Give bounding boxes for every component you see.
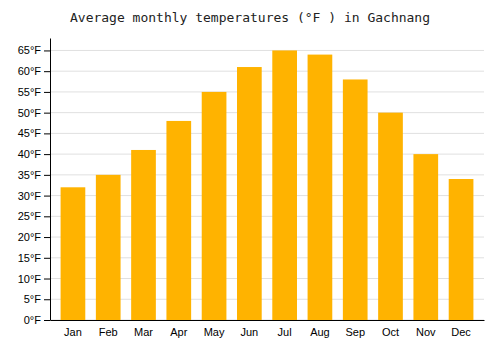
- x-tick-label: Dec: [451, 326, 471, 338]
- grid-line: [50, 112, 484, 113]
- y-tick: 35°F: [18, 169, 50, 181]
- y-tick: 50°F: [18, 107, 50, 119]
- bar: [343, 79, 368, 320]
- y-tick-mark: [44, 154, 50, 155]
- y-tick-label: 10°F: [18, 273, 42, 285]
- y-tick-label: 40°F: [18, 148, 42, 160]
- bar: [131, 150, 156, 320]
- y-tick-label: 30°F: [18, 190, 42, 202]
- x-tick: Mar: [134, 326, 153, 338]
- bar: [449, 179, 474, 320]
- x-tick-label: Nov: [416, 326, 436, 338]
- y-tick-label: 55°F: [18, 86, 42, 98]
- y-tick-mark: [44, 216, 50, 217]
- y-tick-mark: [44, 258, 50, 259]
- y-tick: 20°F: [18, 231, 50, 243]
- y-tick: 0°F: [24, 314, 50, 326]
- x-tick-label: Aug: [310, 326, 330, 338]
- x-tick-label: Jul: [278, 326, 292, 338]
- plot: 0°F 5°F 10°F 15°F 20°F 25°F 30°F 35°F 40°F 45°F 50…: [18, 39, 485, 338]
- x-tick: Feb: [99, 326, 118, 338]
- y-tick-label: 35°F: [18, 169, 42, 181]
- y-tick-mark: [44, 92, 50, 93]
- x-tick-label: Feb: [99, 326, 118, 338]
- y-tick-mark: [44, 175, 50, 176]
- bar: [61, 187, 86, 320]
- y-tick: 40°F: [18, 148, 50, 160]
- y-tick-label: 25°F: [18, 210, 42, 222]
- x-tick: Sep: [345, 326, 365, 338]
- y-tick-label: 50°F: [18, 107, 42, 119]
- bar: [166, 121, 191, 320]
- x-tick-label: May: [204, 326, 225, 338]
- bar: [308, 55, 333, 320]
- y-tick-label: 45°F: [18, 127, 42, 139]
- grid-line: [50, 91, 484, 92]
- title: Average monthly temperatures (°F ) in Ga…: [70, 10, 430, 25]
- x-tick: Dec: [451, 326, 471, 338]
- grid-line: [50, 71, 484, 72]
- bar: [96, 175, 121, 320]
- y-tick-label: 15°F: [18, 252, 42, 264]
- y-tick-mark: [44, 320, 50, 321]
- y-tick-mark: [44, 299, 50, 300]
- grid-line: [50, 50, 484, 51]
- x-tick: Aug: [310, 326, 330, 338]
- x-tick: Jan: [64, 326, 82, 338]
- y-tick-mark: [44, 279, 50, 280]
- bar: [413, 154, 438, 320]
- y-tick: 15°F: [18, 252, 50, 264]
- x-tick: Jul: [278, 326, 292, 338]
- bar: [237, 67, 262, 320]
- bar: [378, 113, 403, 320]
- y-tick: 5°F: [24, 293, 50, 305]
- y-tick-label: 65°F: [18, 44, 42, 56]
- y-tick: 55°F: [18, 86, 50, 98]
- x-tick-label: Apr: [170, 326, 187, 338]
- chart: Average monthly temperatures (°F ) in Ga…: [0, 0, 500, 350]
- x-tick-label: Mar: [134, 326, 153, 338]
- y-tick-label: 60°F: [18, 65, 42, 77]
- y-tick: 45°F: [18, 127, 50, 139]
- x-tick-label: Sep: [345, 326, 365, 338]
- y-tick-mark: [44, 196, 50, 197]
- grid-line: [50, 133, 484, 134]
- y-tick: 65°F: [18, 44, 50, 56]
- x-tick-label: Jun: [240, 326, 258, 338]
- y-tick: 60°F: [18, 65, 50, 77]
- y-tick-label: 20°F: [18, 231, 42, 243]
- bar: [202, 92, 227, 320]
- y-tick-mark: [44, 113, 50, 114]
- y-tick-mark: [44, 50, 50, 51]
- x-tick: May: [204, 326, 225, 338]
- bars: [61, 50, 474, 320]
- y-tick-mark: [44, 237, 50, 238]
- y-tick: 10°F: [18, 273, 50, 285]
- y-tick-label: 0°F: [24, 314, 42, 326]
- x-axis-line: [51, 320, 485, 321]
- y-axis: 0°F 5°F 10°F 15°F 20°F 25°F 30°F 35°F 40°F 45°F 50…: [18, 39, 51, 327]
- y-axis-line: [50, 39, 51, 321]
- x-tick: Apr: [170, 326, 187, 338]
- x-tick-label: Oct: [382, 326, 399, 338]
- x-tick: Oct: [382, 326, 399, 338]
- x-axis: Jan Feb Mar Apr May Jun Jul Aug Sep Oct Nov Dec: [51, 321, 485, 338]
- bar: [272, 50, 297, 320]
- x-tick: Nov: [416, 326, 436, 338]
- grid: [50, 50, 484, 320]
- y-tick-mark: [44, 71, 50, 72]
- x-tick: Jun: [240, 326, 258, 338]
- y-tick: 30°F: [18, 190, 50, 202]
- y-tick-mark: [44, 133, 50, 134]
- y-tick: 25°F: [18, 210, 50, 222]
- y-tick-label: 5°F: [24, 293, 42, 305]
- x-tick-label: Jan: [64, 326, 82, 338]
